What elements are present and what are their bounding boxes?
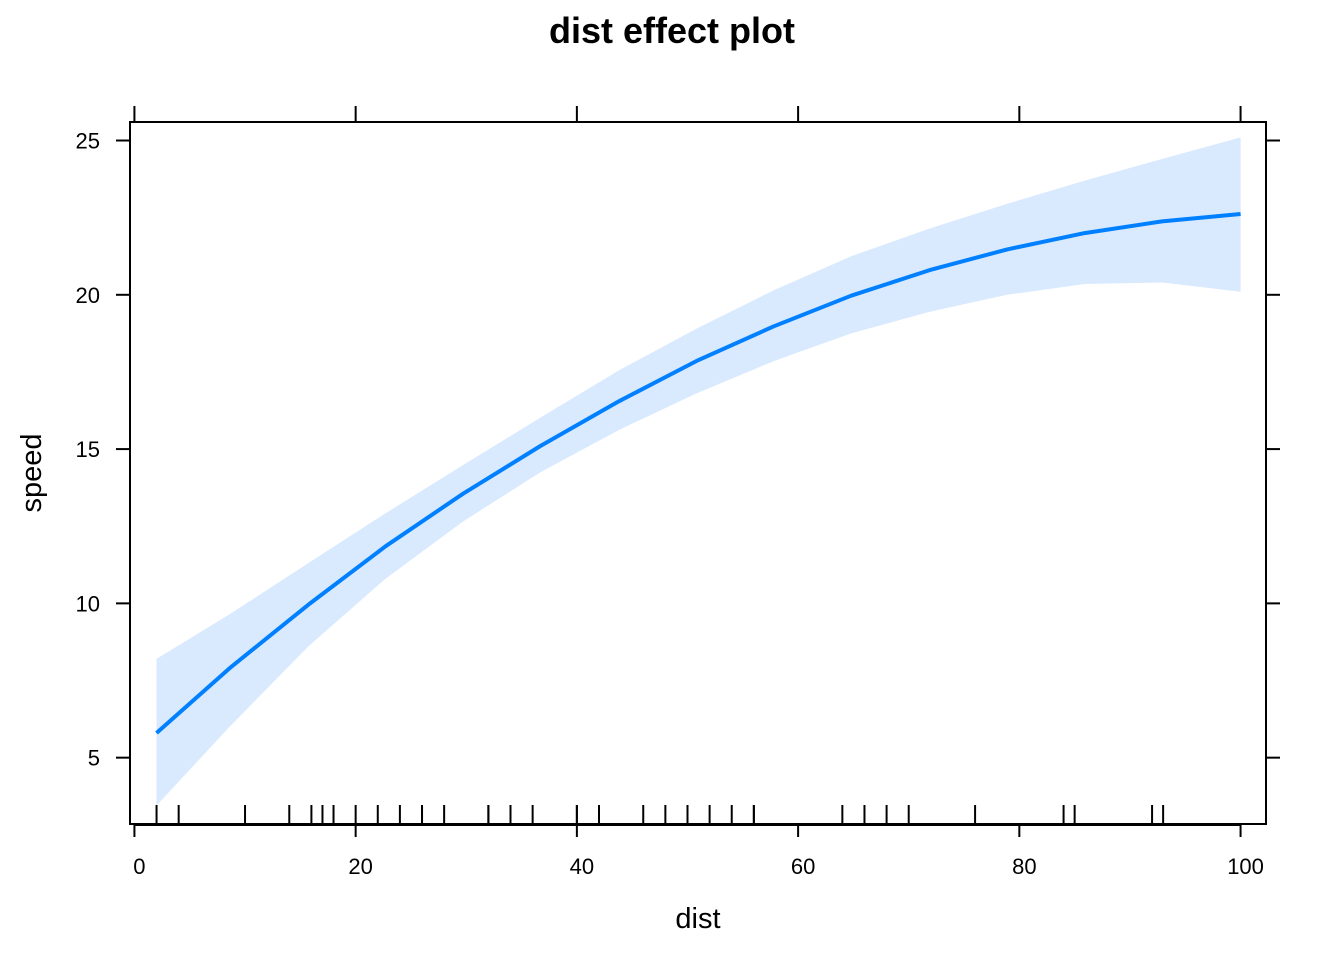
x-tick-label: 80 bbox=[1012, 854, 1036, 879]
x-axis-label: dist bbox=[675, 903, 720, 935]
fit-line-layer bbox=[155, 212, 1241, 735]
y-tick-label: 20 bbox=[76, 283, 100, 308]
y-tick-label: 15 bbox=[76, 437, 100, 462]
fit-line bbox=[155, 212, 1241, 735]
x-tick-label: 60 bbox=[791, 854, 815, 879]
x-tick-label: 0 bbox=[133, 854, 145, 879]
y-axis-label: speed bbox=[16, 433, 48, 512]
x-tick-label: 100 bbox=[1227, 854, 1264, 879]
x-tick-label: 40 bbox=[570, 854, 594, 879]
chart-title: dist effect plot bbox=[549, 10, 795, 51]
y-tick-label: 5 bbox=[88, 746, 100, 771]
confidence-band bbox=[156, 137, 1241, 806]
rug-layer bbox=[155, 805, 1165, 824]
x-tick-label: 20 bbox=[348, 854, 372, 879]
confidence-band-layer bbox=[156, 137, 1241, 806]
y-tick-label: 25 bbox=[76, 129, 100, 154]
y-tick-label: 10 bbox=[76, 591, 100, 616]
axis-layer: 0 20 40 60 80 100 5 10 15 20 25 bbox=[76, 106, 1280, 879]
